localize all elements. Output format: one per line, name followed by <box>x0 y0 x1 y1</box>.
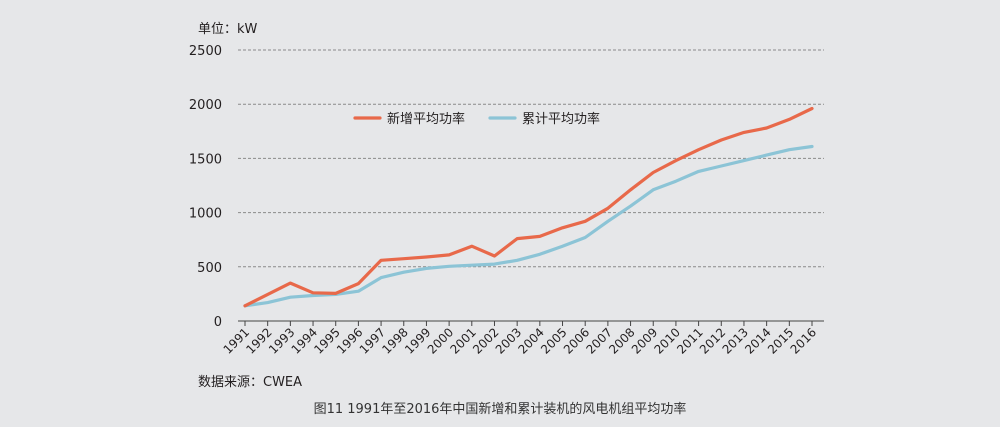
legend-label: 新增平均功率 <box>387 111 465 127</box>
y-tick-label: 1000 <box>189 207 222 222</box>
series-line <box>243 106 814 308</box>
y-axis-ticks: 0 500 1000 1500 2000 2500 <box>189 44 222 330</box>
grid-lines <box>238 49 824 268</box>
y-tick-label: 2000 <box>189 98 222 113</box>
y-tick-label: 1500 <box>189 152 222 167</box>
x-tick-label: 2016 <box>788 325 819 356</box>
legend: 新增平均功率 累计平均功率 <box>353 111 600 127</box>
unit-label: 单位：kW <box>198 22 258 37</box>
series-lines <box>243 106 814 308</box>
legend-label: 累计平均功率 <box>522 111 600 127</box>
series-line <box>243 144 814 308</box>
source-label: 数据来源：CWEA <box>198 375 303 390</box>
chart-title: 图11 1991年至2016年中国新增和累计装机的风电机组平均功率 <box>313 402 687 417</box>
y-tick-label: 2500 <box>189 44 222 59</box>
y-tick-label: 0 <box>214 315 222 330</box>
x-axis-ticks: 1991199219931994199519961997199819992000… <box>221 321 819 357</box>
y-tick-label: 500 <box>197 261 222 276</box>
